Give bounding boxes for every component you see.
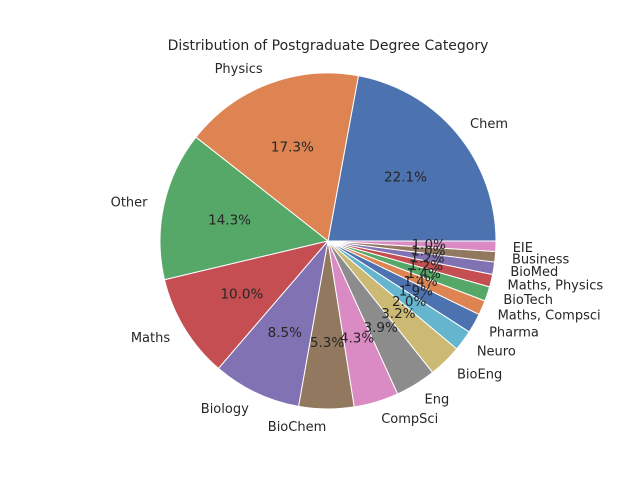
slice-labels: Chem Physics Other Maths Biology BioChem CompS… xyxy=(111,62,604,435)
pie-slice-2 xyxy=(159,136,329,281)
percent-label-2: 14.3% xyxy=(208,212,251,228)
slice-label-12: BioTech xyxy=(503,293,553,308)
slice-label-2: Other xyxy=(111,195,149,210)
slice-label-1: Physics xyxy=(215,62,263,77)
slice-label-11: Maths, Compsci xyxy=(498,308,601,323)
percent-label-15: 1.0% xyxy=(411,243,445,259)
percent-label-11: 1.4% xyxy=(403,274,437,290)
percent-label-1: 17.3% xyxy=(271,140,314,156)
percent-label-0: 22.1% xyxy=(384,170,427,186)
slice-label-6: CompSci xyxy=(381,412,438,427)
percent-label-6: 4.3% xyxy=(340,331,374,347)
slice-label-13: Maths, Physics xyxy=(508,279,604,294)
percent-label-7: 3.9% xyxy=(364,320,398,336)
slice-label-3: Maths xyxy=(131,331,171,346)
pie-slices xyxy=(159,72,497,410)
slice-label-10: Pharma xyxy=(489,326,539,341)
slice-label-9: Neuro xyxy=(477,345,516,360)
slice-label-16: EIE xyxy=(513,241,533,256)
slice-label-15: Business xyxy=(512,252,570,267)
percent-label-14: 1.2% xyxy=(410,250,444,266)
slice-label-4: Biology xyxy=(201,402,249,417)
slice-label-8: BioEng xyxy=(457,367,502,382)
chart-title: Distribution of Postgraduate Degree Cate… xyxy=(168,38,489,54)
percent-label-4: 8.5% xyxy=(268,325,302,341)
pie-slice-0 xyxy=(327,75,497,242)
slice-label-14: BioMed xyxy=(510,265,558,280)
percent-label-8: 3.2% xyxy=(381,306,415,322)
pie-slice-3 xyxy=(164,240,329,369)
slice-label-0: Chem xyxy=(470,117,508,132)
percent-label-10: 1.9% xyxy=(399,283,433,299)
pie-slice-16 xyxy=(327,240,497,253)
percent-label-16: 1.0% xyxy=(412,237,446,253)
percent-label-12: 1.4% xyxy=(407,266,441,282)
slice-label-7: Eng xyxy=(425,393,450,408)
pie-slice-4 xyxy=(217,240,329,407)
percent-label-5: 5.3% xyxy=(310,335,344,351)
slice-label-5: BioChem xyxy=(268,420,326,435)
pie-slice-1 xyxy=(195,72,359,242)
percent-label-13: 1.2% xyxy=(409,258,443,274)
percent-label-9: 2.0% xyxy=(392,294,426,310)
percent-label-3: 10.0% xyxy=(220,286,263,302)
percent-labels: 22.1% 17.3% 14.3% 10.0% 8.5% 5.3%4.3%3.9%3.2%… xyxy=(208,140,446,351)
